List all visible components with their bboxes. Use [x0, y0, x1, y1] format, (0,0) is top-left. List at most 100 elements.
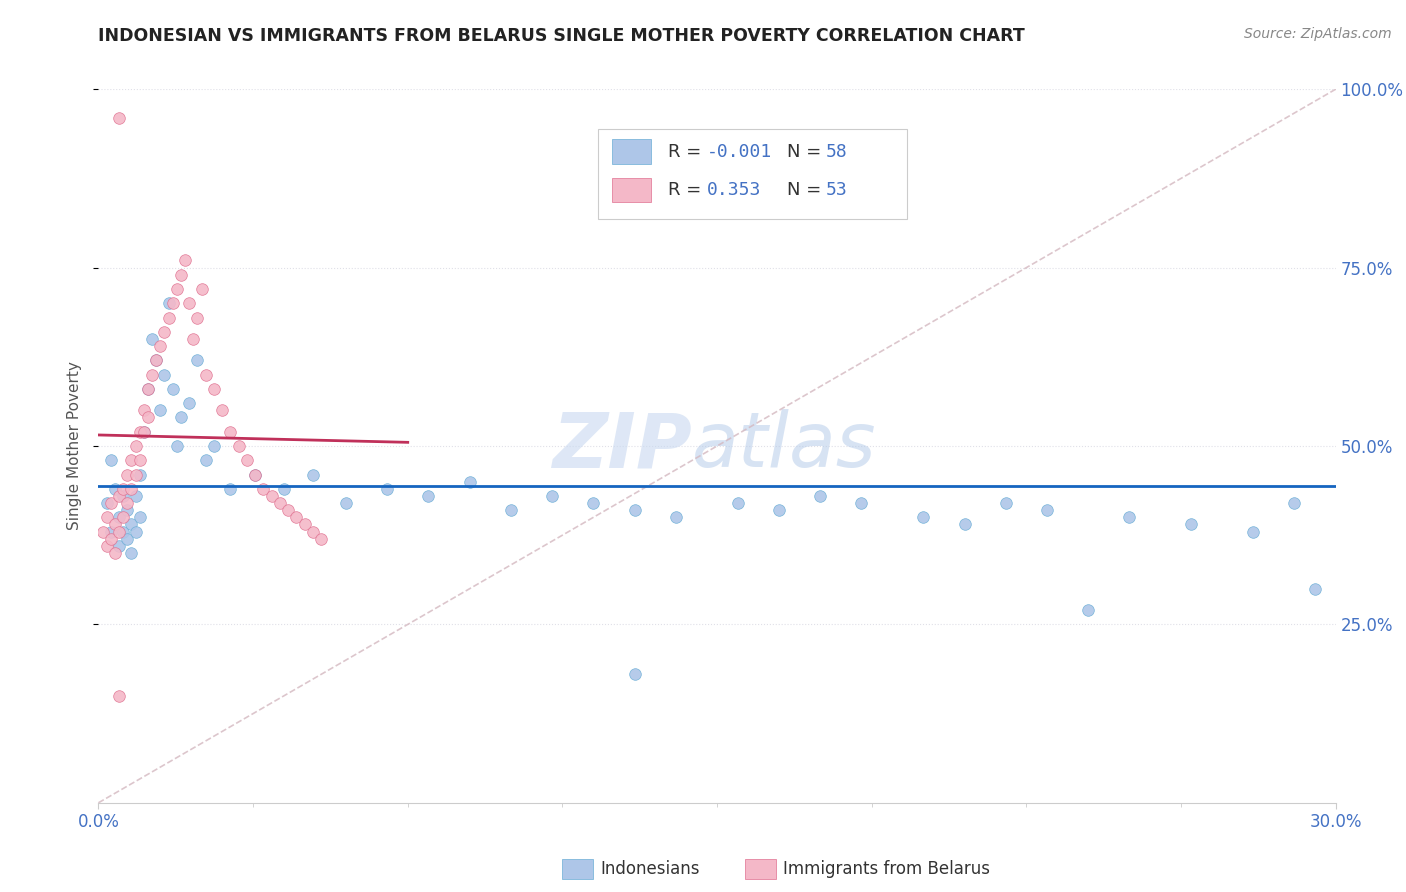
Point [186, 353, 208, 368]
Point [141, 368, 163, 382]
Point [136, 410, 159, 425]
Point [335, 496, 357, 510]
Point [190, 282, 212, 296]
Point [128, 510, 150, 524]
Point [120, 517, 142, 532]
Point [136, 382, 159, 396]
Point [104, 482, 127, 496]
Point [1241, 524, 1264, 539]
Point [132, 403, 155, 417]
Point [170, 268, 193, 282]
Point [665, 510, 688, 524]
Text: 0.353: 0.353 [707, 181, 762, 199]
Point [1077, 603, 1099, 617]
Point [1180, 517, 1202, 532]
Point [186, 310, 208, 325]
Point [302, 467, 325, 482]
Point [120, 546, 142, 560]
Text: INDONESIAN VS IMMIGRANTS FROM BELARUS SINGLE MOTHER POVERTY CORRELATION CHART: INDONESIAN VS IMMIGRANTS FROM BELARUS SI… [98, 27, 1025, 45]
Text: -0.001: -0.001 [707, 143, 772, 161]
Point [623, 667, 645, 681]
Point [236, 453, 259, 467]
Point [117, 467, 139, 482]
Point [170, 410, 193, 425]
Point [112, 482, 135, 496]
Point [582, 496, 605, 510]
Point [149, 339, 172, 353]
Point [418, 489, 440, 503]
Point [1303, 582, 1326, 596]
Point [100, 532, 122, 546]
Point [141, 332, 163, 346]
Point [1284, 496, 1306, 510]
Point [145, 353, 167, 368]
Point [128, 467, 150, 482]
Text: Source: ZipAtlas.com: Source: ZipAtlas.com [1244, 27, 1392, 41]
Point [108, 510, 131, 524]
Point [117, 503, 139, 517]
Point [1118, 510, 1140, 524]
Point [96, 539, 118, 553]
Point [252, 482, 274, 496]
Text: N =: N = [787, 181, 827, 199]
Point [851, 496, 873, 510]
Point [100, 453, 122, 467]
Point [124, 524, 146, 539]
Point [100, 524, 122, 539]
Point [128, 453, 150, 467]
Point [136, 382, 159, 396]
Point [166, 439, 188, 453]
Point [219, 482, 242, 496]
Point [96, 510, 118, 524]
Point [202, 439, 225, 453]
Point [132, 425, 155, 439]
Point [117, 532, 139, 546]
Point [623, 503, 645, 517]
Point [179, 296, 201, 310]
Point [124, 489, 146, 503]
Point [273, 482, 295, 496]
Point [120, 453, 142, 467]
Point [108, 524, 131, 539]
Point [228, 439, 250, 453]
Text: Immigrants from Belarus: Immigrants from Belarus [783, 860, 990, 878]
Text: 53: 53 [825, 181, 846, 199]
Point [243, 467, 266, 482]
Point [112, 524, 135, 539]
Point [309, 532, 332, 546]
Point [108, 539, 131, 553]
Point [285, 510, 308, 524]
Point [100, 496, 122, 510]
Text: Indonesians: Indonesians [600, 860, 700, 878]
Point [112, 489, 135, 503]
Point [194, 368, 217, 382]
Text: atlas: atlas [692, 409, 877, 483]
Point [294, 517, 316, 532]
Point [91, 524, 114, 539]
Point [219, 425, 242, 439]
Point [541, 489, 564, 503]
Text: R =: R = [668, 181, 713, 199]
Point [458, 475, 481, 489]
Point [162, 382, 184, 396]
Point [179, 396, 201, 410]
Point [104, 546, 127, 560]
Point [727, 496, 749, 510]
Point [953, 517, 976, 532]
Point [104, 517, 127, 532]
Text: R =: R = [668, 143, 707, 161]
Point [912, 510, 935, 524]
Point [132, 425, 155, 439]
Point [194, 453, 217, 467]
Point [260, 489, 283, 503]
Point [128, 425, 150, 439]
Point [243, 467, 266, 482]
Point [162, 296, 184, 310]
Point [157, 296, 180, 310]
Point [120, 482, 142, 496]
Point [149, 403, 172, 417]
Point [181, 332, 204, 346]
Point [269, 496, 291, 510]
Y-axis label: Single Mother Poverty: Single Mother Poverty [67, 361, 83, 531]
Point [375, 482, 398, 496]
